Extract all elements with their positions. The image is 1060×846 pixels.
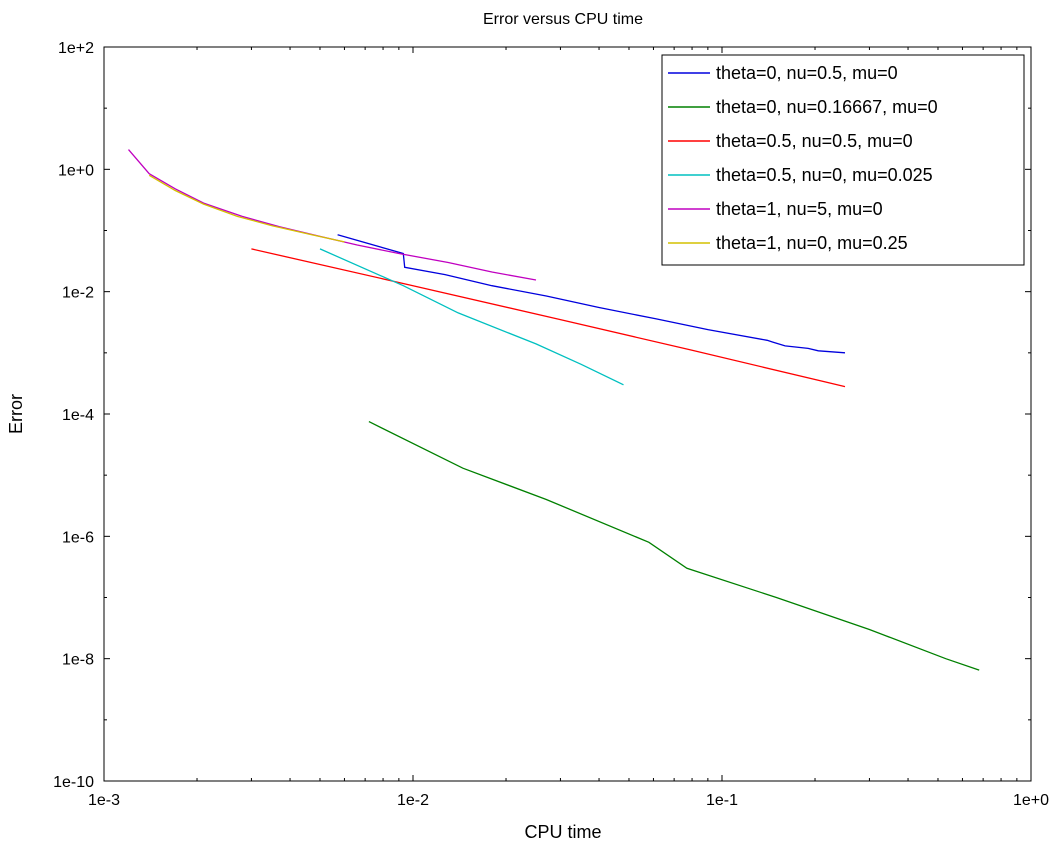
series-line-5: [148, 174, 345, 243]
series-line-1: [368, 421, 980, 671]
y-tick-label: 1e-10: [53, 774, 94, 791]
y-axis-label: Error: [6, 394, 26, 434]
legend-label-5: theta=1, nu=0, mu=0.25: [716, 233, 908, 253]
y-tick-label: 1e+2: [58, 40, 94, 57]
y-tick-label: 1e-4: [62, 407, 94, 424]
plot-series: [128, 149, 980, 671]
x-tick-label: 1e+0: [1013, 792, 1049, 809]
series-line-3: [319, 248, 624, 386]
legend-label-2: theta=0.5, nu=0.5, mu=0: [716, 131, 913, 151]
legend-label-1: theta=0, nu=0.16667, mu=0: [716, 97, 938, 117]
legend-box: [661, 54, 1025, 266]
y-tick-label: 1e-8: [62, 652, 94, 669]
chart-title: Error versus CPU time: [483, 11, 643, 28]
x-tick-label: 1e-2: [397, 792, 429, 809]
y-tick-label: 1e-2: [62, 285, 94, 302]
x-tick-label: 1e-3: [88, 792, 120, 809]
legend-label-3: theta=0.5, nu=0, mu=0.025: [716, 165, 933, 185]
legend-label-4: theta=1, nu=5, mu=0: [716, 199, 883, 219]
y-tick-label: 1e+0: [58, 162, 94, 179]
legend-entries: theta=0, nu=0.5, mu=0 theta=0, nu=0.16667…: [668, 63, 938, 253]
series-line-0: [337, 234, 846, 354]
axis-ticks: [103, 46, 1032, 782]
series-line-4: [128, 149, 537, 281]
legend: theta=0, nu=0.5, mu=0 theta=0, nu=0.16667…: [661, 54, 1025, 266]
x-axis-label: CPU time: [524, 822, 601, 842]
x-tick-label: 1e-1: [706, 792, 738, 809]
tick-labels: 1e-3 1e-2 1e-1 1e+0 1e-10 1e-8 1e-6 1e-4 1e-2 1e+…: [53, 40, 1049, 809]
legend-label-0: theta=0, nu=0.5, mu=0: [716, 63, 898, 83]
y-tick-label: 1e-6: [62, 529, 94, 546]
series-line-2: [251, 248, 846, 388]
